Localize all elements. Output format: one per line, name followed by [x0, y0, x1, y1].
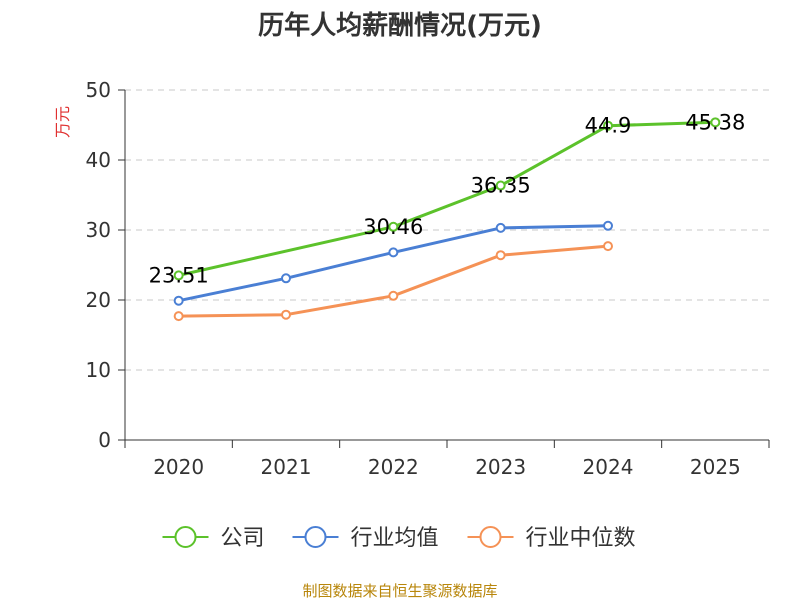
y-tick-label: 10 [86, 358, 111, 382]
y-tick-label: 20 [86, 288, 111, 312]
data-point [281, 309, 291, 320]
data-point [388, 247, 399, 258]
data-point [603, 220, 613, 231]
legend: 公司 行业均值 行业中位数 [162, 526, 636, 551]
data-labels: 23.51 30.46 36.35 44.9 45.38 [149, 110, 746, 287]
legend-marker-2 [479, 526, 502, 548]
y-tick-label: 40 [86, 148, 111, 172]
y-tick-labels: 0 10 20 30 40 50 [86, 78, 111, 452]
data-point [495, 222, 506, 233]
series-line-0 [178, 120, 716, 277]
data-label: 23.51 [149, 263, 209, 287]
x-tick-label: 2022 [368, 455, 419, 479]
data-point [603, 241, 613, 252]
x-tick-label: 2023 [475, 455, 526, 479]
legend-label: 行业中位数 [526, 526, 636, 551]
data-label: 45.38 [685, 110, 745, 134]
legend-marker-1 [304, 526, 327, 548]
legend-label: 行业均值 [351, 526, 439, 551]
grid-lines [125, 89, 769, 371]
x-tick-labels: 2020 2021 2022 2023 2024 2025 [153, 455, 741, 479]
x-tick-label: 2020 [153, 455, 204, 479]
x-tick-label: 2021 [261, 455, 312, 479]
data-label: 30.46 [363, 215, 423, 239]
y-tick-label: 0 [98, 428, 111, 452]
data-point [281, 273, 291, 284]
series-group [173, 117, 721, 322]
data-point [388, 221, 399, 232]
axes [118, 89, 770, 448]
chart-title: 历年人均薪酬情况(万元) [258, 10, 542, 41]
data-point [710, 117, 721, 128]
y-axis-label: 万元 [53, 106, 72, 138]
legend-marker-0 [174, 526, 197, 548]
data-point [173, 295, 184, 306]
data-point [173, 311, 184, 322]
data-label: 44.9 [585, 114, 632, 138]
data-point [495, 180, 506, 191]
data-point [603, 120, 613, 131]
data-label: 36.35 [471, 174, 531, 198]
legend-label: 公司 [221, 526, 265, 551]
x-tick-label: 2025 [690, 455, 741, 479]
source-note: 制图数据来自恒生聚源数据库 [302, 582, 497, 600]
data-point [173, 270, 184, 281]
y-tick-label: 30 [86, 218, 111, 242]
data-point [495, 250, 506, 261]
y-tick-label: 50 [86, 78, 111, 102]
x-tick-label: 2024 [583, 455, 634, 479]
data-point [388, 290, 399, 301]
